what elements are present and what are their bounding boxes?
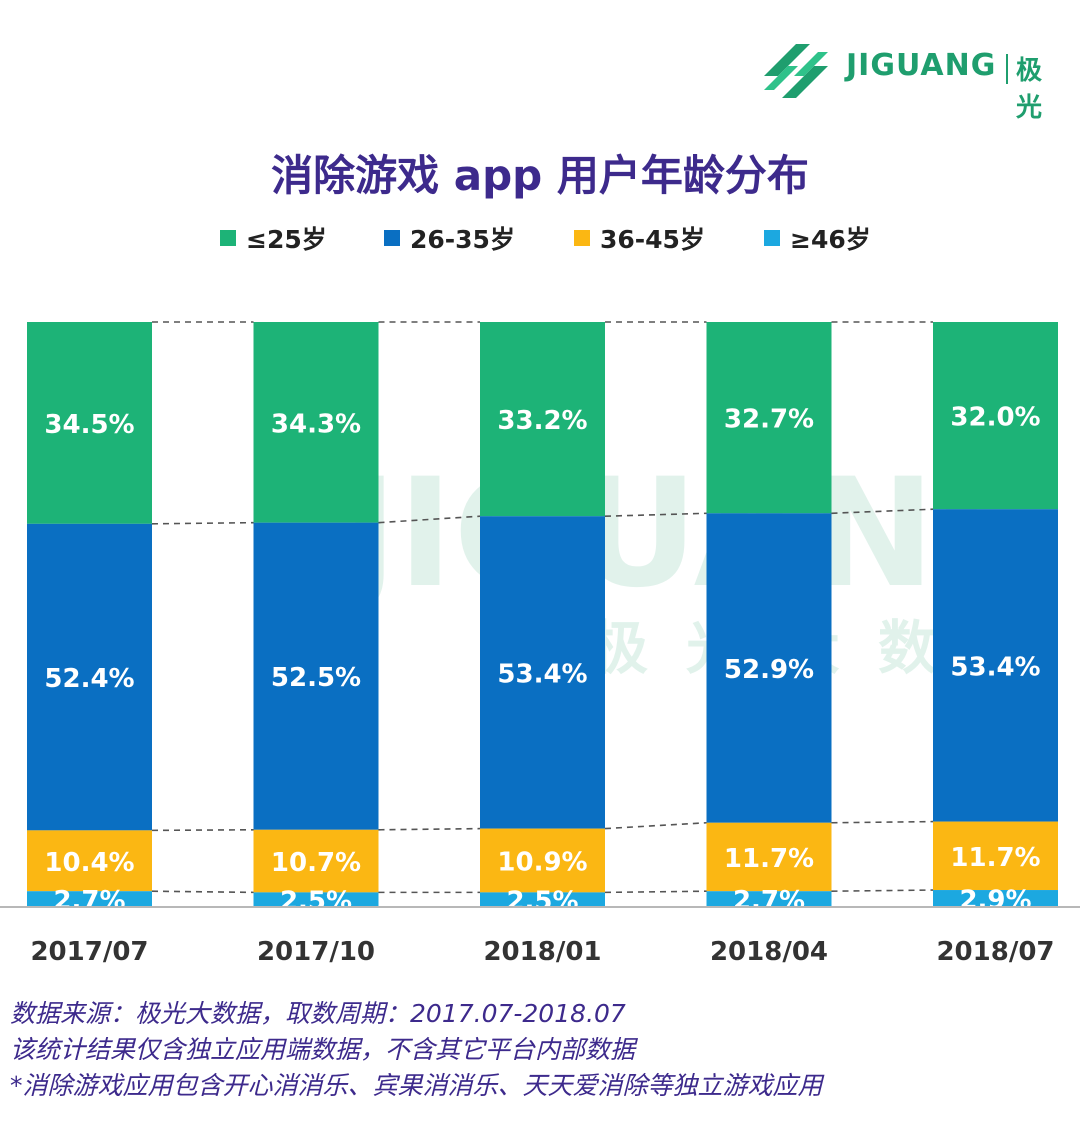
data-label-le25: 32.7%	[724, 405, 814, 435]
bar-segment-26-35	[253, 522, 379, 830]
connector-line	[378, 515, 481, 524]
connector-lines	[151, 321, 934, 894]
connector-line	[604, 821, 707, 830]
bar-segment-ge46	[480, 892, 605, 907]
source-notes: 数据来源：极光大数据，取数周期：2017.07-2018.07 该统计结果仅含独…	[10, 996, 1070, 1104]
x-tick-label: 2018/01	[483, 937, 601, 967]
data-label-ge46: 2.7%	[733, 886, 805, 916]
bar-segment-26-35	[480, 516, 605, 829]
legend-swatch	[764, 230, 780, 246]
data-label-ge46: 2.5%	[280, 887, 352, 917]
bar-segment-le25	[706, 322, 832, 514]
logo-chinese-text: 极光	[1016, 56, 1043, 123]
x-tick-label: 2017/10	[257, 937, 375, 967]
data-label-26-35: 53.4%	[497, 659, 587, 689]
bar-segment-26-35	[27, 523, 152, 831]
data-label-le25: 34.5%	[44, 410, 134, 440]
connector-line	[151, 521, 254, 525]
connector-line	[831, 889, 934, 893]
connector-line	[604, 512, 707, 518]
bar-segment-36-45	[933, 821, 1058, 891]
connector-line	[831, 508, 934, 515]
legend-label: 36-45岁	[600, 225, 705, 254]
data-label-36-45: 11.7%	[724, 844, 814, 874]
bar-segment-ge46	[706, 891, 832, 907]
logo-separator	[1006, 54, 1008, 84]
data-label-ge46: 2.9%	[959, 886, 1031, 916]
bar-segment-ge46	[253, 892, 379, 907]
legend-item-le25: ≤25岁	[220, 220, 327, 256]
legend-label: ≤25岁	[246, 225, 327, 254]
x-tick-label: 2018/07	[936, 937, 1054, 967]
bar-segment-le25	[253, 322, 379, 523]
connector-line	[151, 890, 254, 894]
definition-note: *消除游戏应用包含开心消消乐、宾果消消乐、天天爱消除等独立游戏应用	[10, 1071, 823, 1100]
data-label-26-35: 52.5%	[271, 663, 361, 693]
x-tick-label: 2017/07	[30, 937, 148, 967]
bars: 34.5% 52.4% 10.4% 2.7% 34.3% 52.5% 10.7% 2.5% 33…	[27, 322, 1058, 917]
data-label-36-45: 11.7%	[950, 843, 1040, 873]
x-tick-label: 2018/04	[710, 937, 828, 967]
source-note: 数据来源：极光大数据，取数周期：2017.07-2018.07	[10, 999, 626, 1028]
logo-text: JIGUANG	[846, 48, 997, 83]
data-label-le25: 34.3%	[271, 409, 361, 439]
bar-segment-36-45	[253, 829, 379, 893]
bar-segment-26-35	[706, 513, 832, 823]
x-axis-labels: 2017/07 2017/10 2018/01 2018/04 2018/07	[30, 937, 1054, 967]
data-label-le25: 32.0%	[950, 403, 1040, 433]
data-label-26-35: 52.4%	[44, 664, 134, 694]
chart-title: 消除游戏 app 用户年龄分布	[271, 151, 809, 200]
bar-segment-le25	[480, 322, 605, 517]
legend-label: 26-35岁	[410, 225, 515, 254]
legend-swatch	[384, 230, 400, 246]
data-label-ge46: 2.5%	[506, 887, 578, 917]
jiguang-logo: JIGUANG 极光	[758, 38, 1058, 123]
legend-swatch	[220, 230, 236, 246]
legend-item-26-35: 26-35岁	[384, 220, 515, 256]
chart-legend: ≤25岁 26-35岁 36-45岁 ≥46岁	[0, 220, 1080, 256]
bar-segment-36-45	[706, 822, 832, 892]
connector-line	[378, 827, 481, 831]
data-label-36-45: 10.4%	[44, 848, 134, 878]
data-label-26-35: 53.4%	[950, 652, 1040, 682]
legend-label: ≥46岁	[790, 225, 871, 254]
data-label-36-45: 10.9%	[497, 847, 587, 877]
connector-line	[831, 820, 934, 824]
bar-segment-le25	[27, 322, 152, 524]
data-label-36-45: 10.7%	[271, 848, 361, 878]
legend-swatch	[574, 230, 590, 246]
bar-segment-ge46	[27, 891, 152, 907]
data-label-26-35: 52.9%	[724, 655, 814, 685]
legend-item-ge46: ≥46岁	[764, 220, 871, 256]
bar-segment-26-35	[933, 509, 1058, 822]
bar-segment-36-45	[27, 830, 152, 892]
bar-segment-le25	[933, 322, 1058, 510]
connector-line	[604, 890, 707, 894]
connector-line	[151, 828, 254, 832]
data-label-ge46: 2.7%	[53, 886, 125, 916]
scope-note: 该统计结果仅含独立应用端数据，不含其它平台内部数据	[10, 1035, 636, 1064]
data-label-le25: 33.2%	[497, 406, 587, 436]
bar-segment-ge46	[933, 890, 1058, 907]
bar-segment-36-45	[480, 828, 605, 893]
jiguang-logo-icon	[764, 44, 828, 98]
legend-item-36-45: 36-45岁	[574, 220, 705, 256]
